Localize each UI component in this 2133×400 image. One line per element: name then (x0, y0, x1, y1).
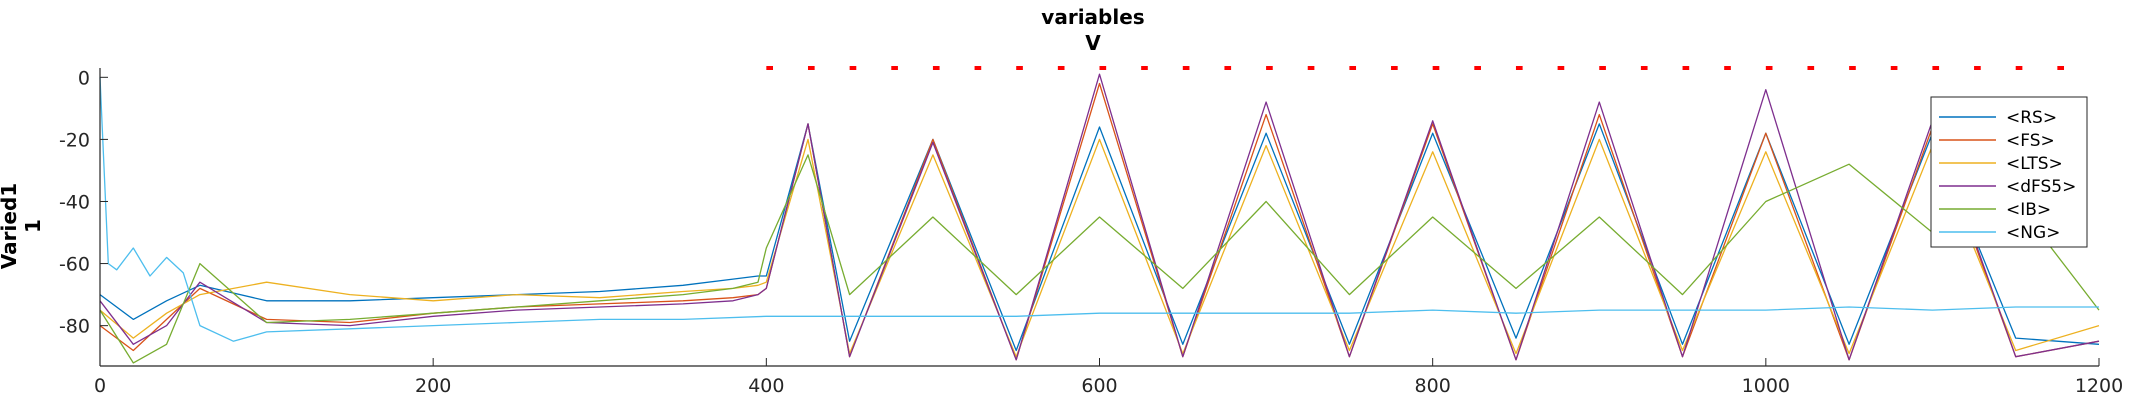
series-lines (99, 73, 2100, 364)
series-line (99, 123, 2100, 352)
x-tick-label: 0 (94, 375, 106, 397)
series-line (99, 154, 2100, 364)
series-line (99, 73, 2100, 361)
legend-label: <FS> (2006, 131, 2055, 151)
y-axis-label-line1: Varied1 (0, 183, 21, 269)
x-tick-label: 200 (415, 375, 451, 397)
legend-label: <RS> (2006, 108, 2057, 128)
x-tick-label: 400 (748, 375, 784, 397)
legend-box (1930, 96, 2088, 248)
series-line (99, 77, 2099, 342)
legend-items: <RS> <FS> <LTS> <dFS5> <IB> <NG> (1939, 108, 2076, 243)
legend-label: <LTS> (2006, 154, 2063, 174)
x-axis-ticks: 0 200 400 600 800 1000 1200 (94, 358, 2123, 397)
series-line (99, 138, 2100, 358)
y-tick-label: -40 (59, 191, 90, 213)
y-axis-label-line2: 1 (21, 219, 45, 233)
x-tick-label: 600 (1081, 375, 1117, 397)
y-axis-ticks: 0 -20 -40 -60 -80 (59, 67, 108, 338)
x-tick-label: 1200 (2075, 375, 2123, 397)
y-tick-label: -20 (59, 129, 90, 151)
y-tick-label: 0 (78, 67, 90, 89)
legend: <RS> <FS> <LTS> <dFS5> <IB> <NG> (1930, 96, 2088, 248)
y-tick-label: -60 (59, 254, 90, 276)
y-tick-label: -80 (59, 316, 90, 338)
x-tick-label: 800 (1415, 375, 1451, 397)
chart-subtitle: V (1085, 31, 1101, 55)
legend-label: <dFS5> (2006, 177, 2076, 197)
legend-label: <NG> (2006, 223, 2060, 243)
plot-area: 0 200 400 600 800 1000 1200 0 -20 -40 -60 -80 (59, 66, 2123, 397)
x-tick-label: 1000 (1742, 375, 1790, 397)
legend-label: <IB> (2006, 200, 2051, 220)
chart-title: variables (1041, 5, 1144, 29)
